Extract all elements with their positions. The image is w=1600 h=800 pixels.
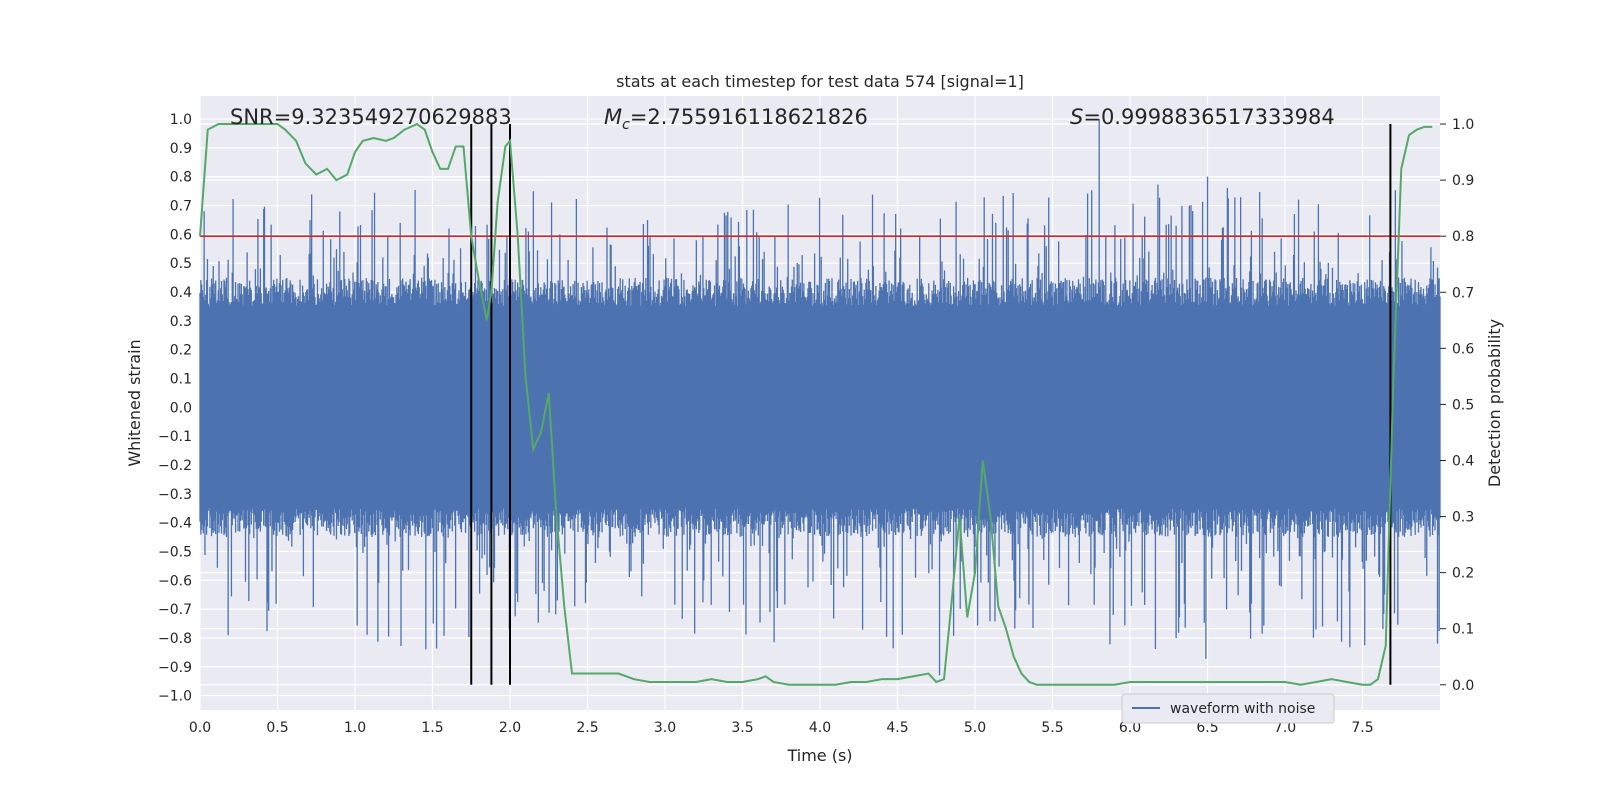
x-tick-label: 5.5: [1041, 720, 1063, 736]
x-tick-label: 7.0: [1274, 720, 1296, 736]
y-tick-label: −0.7: [158, 602, 192, 618]
y-tick-label: 0.5: [170, 256, 192, 272]
x-tick-labels: 0.0 0.5 1.0 1.5 2.0 2.5 3.0 3.5 4.0 4.5 5.0 5.5 6.0 6…: [189, 720, 1374, 736]
y-tick-label: 0.7: [170, 199, 192, 215]
probability-series: [199, 122, 1433, 686]
y-tick-label: −0.2: [158, 458, 192, 474]
legend: waveform with noise: [1121, 693, 1335, 724]
y-tick-label: 0.3: [170, 314, 192, 330]
y-tick-label: 0.1: [170, 371, 192, 387]
x-tick-label: 0.5: [266, 720, 288, 736]
x-tick-label: 7.5: [1351, 720, 1373, 736]
mc-annotation: Mc=2.755916118621826: [604, 105, 868, 133]
y-tick-label: −0.4: [158, 516, 192, 532]
y2-tick-label: 0.9: [1452, 173, 1474, 189]
y-tick-label: 0.0: [170, 400, 192, 416]
y2-tick-label: 0.0: [1452, 678, 1474, 694]
y-tick-label: 0.9: [170, 141, 192, 157]
x-tick-label: 6.5: [1196, 720, 1218, 736]
x-tick-label: 1.5: [421, 720, 443, 736]
s-annotation: S=0.9998836517333984: [1070, 105, 1335, 129]
y2-tick-label: 0.7: [1452, 285, 1474, 301]
y-tick-label: −0.6: [158, 573, 192, 589]
y-axis-label: Whitened strain: [125, 339, 144, 466]
x-tick-label: 1.0: [344, 720, 366, 736]
y-tick-label: −1.0: [158, 689, 192, 705]
y-tick-label: 0.8: [170, 170, 192, 186]
y2-tick-label: 0.3: [1452, 510, 1474, 526]
x-tick-label: 3.0: [654, 720, 676, 736]
y-tick-label: 0.2: [170, 343, 192, 359]
y2-tick-label: 0.1: [1452, 622, 1474, 638]
y2-tick-label: 0.6: [1452, 341, 1474, 357]
y2-tick-label: 0.8: [1452, 229, 1474, 245]
y2-tick-label: 0.5: [1452, 397, 1474, 413]
y-tick-label: 0.4: [170, 285, 192, 301]
x-tick-label: 3.5: [731, 720, 753, 736]
y2-tick-label: 0.4: [1452, 453, 1474, 469]
x-tick-label: 2.0: [499, 720, 521, 736]
y-tick-label: 1.0: [170, 112, 192, 128]
waveform-path: [199, 119, 1441, 676]
x-tick-label: 4.5: [886, 720, 908, 736]
x-tick-label: 4.0: [809, 720, 831, 736]
snr-annotation: SNR=9.323549270629883: [230, 105, 512, 129]
y-tick-label: −0.3: [158, 487, 192, 503]
y-tick-label: −0.1: [158, 429, 192, 445]
x-tick-label: 0.0: [189, 720, 211, 736]
y-tick-label: 0.6: [170, 227, 192, 243]
y2-tick-labels: 1.0 0.9 0.8 0.7 0.6 0.5 0.4 0.3 0.2 0.1 0.0: [1440, 117, 1474, 694]
chart-title: stats at each timestep for test data 574…: [616, 72, 1024, 91]
y2-tick-label: 0.2: [1452, 566, 1474, 582]
x-axis-label: Time (s): [786, 746, 852, 765]
legend-label: waveform with noise: [1170, 701, 1315, 717]
y-tick-label: −0.8: [158, 631, 192, 647]
y2-tick-label: 1.0: [1452, 117, 1474, 133]
x-tick-label: 6.0: [1119, 720, 1141, 736]
y-tick-labels: 1.0 0.9 0.8 0.7 0.6 0.5 0.4 0.3 0.2 0.1 0.0 −0.1 −0.…: [158, 112, 192, 705]
y2-axis-label: Detection probability: [1485, 319, 1504, 487]
x-tick-label: 5.0: [964, 720, 986, 736]
y-tick-label: −0.9: [158, 660, 192, 676]
vertical-markers: [470, 124, 1392, 685]
y-tick-label: −0.5: [158, 544, 192, 560]
x-tick-label: 2.5: [576, 720, 598, 736]
waveform-series: [199, 119, 1441, 676]
legend-box: [1121, 693, 1335, 724]
